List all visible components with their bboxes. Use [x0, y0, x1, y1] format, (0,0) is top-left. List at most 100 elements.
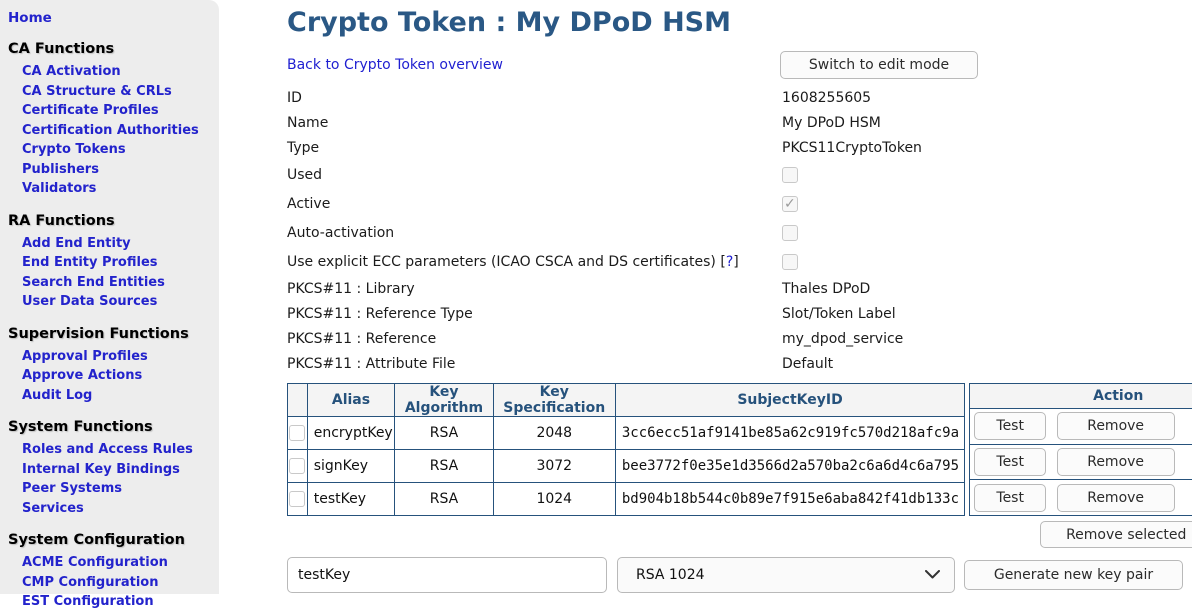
subject-key-id-cell: 3cc6ecc51af9141be85a62c919fc570d218afc9a [614, 416, 966, 450]
sidebar-group-system-configuration: System Configuration ACME Configuration … [8, 532, 215, 612]
table-row: Test Remove [969, 479, 1192, 516]
token-properties: ID 1608255605 Name My DPoD HSM Type PKCS… [287, 85, 1192, 376]
sidebar-item-est-configuration[interactable]: EST Configuration [22, 594, 154, 609]
test-key-button[interactable]: Test [974, 447, 1047, 476]
remove-selected-button[interactable]: Remove selected [1040, 521, 1192, 548]
sidebar-group-title: Supervision Functions [8, 325, 189, 342]
row-select-checkbox[interactable] [289, 425, 306, 441]
subject-key-id-cell: bd904b18b544c0b89e7f915e6aba842f41db133c [614, 482, 966, 516]
alias-cell: encryptKey [306, 416, 396, 450]
key-pair-table: Alias Key Algorithm Key Specification Su… [287, 383, 966, 516]
sidebar-item-user-data-sources[interactable]: User Data Sources [22, 294, 158, 309]
sidebar-item-crypto-tokens[interactable]: Crypto Tokens [22, 142, 126, 157]
field-label: Type [287, 139, 320, 156]
chevron-down-icon [925, 570, 940, 579]
sidebar-item-ca-activation[interactable]: CA Activation [22, 64, 121, 79]
sidebar-group-ca-functions: CA Functions CA Activation CA Structure … [8, 41, 215, 199]
table-row: Test Remove [969, 407, 1192, 445]
sidebar-group-title: System Configuration [8, 532, 185, 548]
sidebar-item-add-end-entity[interactable]: Add End Entity [22, 235, 131, 251]
sidebar-group-title: System Functions [8, 419, 153, 435]
test-key-button[interactable]: Test [974, 483, 1047, 512]
select-column-header [287, 383, 308, 417]
test-key-button[interactable]: Test [974, 412, 1047, 441]
help-bracket: ] [733, 253, 739, 270]
help-link[interactable]: ? [725, 253, 734, 270]
sidebar-item-home[interactable]: Home [8, 10, 52, 26]
action-header-row: Action [969, 383, 1192, 409]
key-spec-selected-value: RSA 1024 [636, 566, 705, 583]
field-label: ID [287, 89, 302, 106]
field-row-pkcs11-attribute-file: PKCS#11 : Attribute File Default [287, 351, 1192, 376]
sidebar-item-approval-profiles[interactable]: Approval Profiles [22, 348, 148, 364]
sidebar-item-publishers[interactable]: Publishers [22, 161, 99, 177]
field-row-active: Active [287, 189, 1192, 218]
generate-key-row: RSA 1024 Generate new key pair [287, 556, 1192, 593]
field-value: Thales DPoD [782, 280, 871, 297]
sidebar-group-supervision-functions: Supervision Functions Approval Profiles … [8, 326, 215, 406]
table-row: testKey RSA 1024 bd904b18b544c0b89e7f915… [287, 482, 966, 516]
alias-column-header: Alias [306, 383, 396, 417]
field-label: PKCS#11 : Reference [287, 330, 437, 347]
sidebar-item-audit-log[interactable]: Audit Log [22, 387, 93, 403]
field-row-explicit-ecc: Use explicit ECC parameters (ICAO CSCA a… [287, 247, 1192, 276]
remove-key-button[interactable]: Remove [1056, 412, 1175, 441]
action-column-table: Action Test Remove Test Remove Test Remo… [969, 383, 1192, 516]
sidebar-item-cmp-configuration[interactable]: CMP Configuration [22, 574, 159, 590]
sidebar-group-system-functions: System Functions Roles and Access Rules … [8, 419, 215, 518]
row-select-checkbox[interactable] [289, 458, 306, 474]
field-row-id: ID 1608255605 [287, 85, 1192, 110]
explicit-ecc-checkbox [782, 253, 798, 270]
row-select-checkbox[interactable] [289, 491, 306, 507]
field-value: My DPoD HSM [782, 114, 881, 131]
field-value: PKCS11CryptoToken [782, 139, 922, 156]
action-column-header: Action [969, 383, 1192, 409]
switch-to-edit-mode-button[interactable]: Switch to edit mode [780, 51, 978, 79]
key-table-header-row: Alias Key Algorithm Key Specification Su… [287, 383, 966, 417]
field-value: Slot/Token Label [782, 305, 896, 322]
generate-new-key-pair-button[interactable]: Generate new key pair [964, 559, 1183, 590]
table-row: signKey RSA 3072 bee3772f0e35e1d3566d2a5… [287, 449, 966, 483]
sidebar-item-end-entity-profiles[interactable]: End Entity Profiles [22, 255, 158, 270]
sidebar-item-peer-systems[interactable]: Peer Systems [22, 481, 122, 496]
field-label: Use explicit ECC parameters (ICAO CSCA a… [287, 253, 739, 270]
sidebar-item-approve-actions[interactable]: Approve Actions [22, 368, 143, 383]
sidebar-item-validators[interactable]: Validators [22, 181, 97, 196]
sidebar-item-internal-key-bindings[interactable]: Internal Key Bindings [22, 461, 180, 477]
main-content: Crypto Token : My DPoD HSM Back to Crypt… [219, 0, 1192, 594]
sidebar-item-acme-configuration[interactable]: ACME Configuration [22, 555, 168, 570]
field-label: PKCS#11 : Reference Type [287, 305, 473, 322]
sidebar-item-search-end-entities[interactable]: Search End Entities [22, 274, 165, 290]
field-row-used: Used [287, 160, 1192, 189]
field-value: 1608255605 [782, 89, 872, 106]
table-row: Test Remove [969, 443, 1192, 481]
key-spec-select[interactable]: RSA 1024 [617, 556, 955, 593]
sidebar-item-certificate-profiles[interactable]: Certificate Profiles [22, 103, 159, 118]
field-row-name: Name My DPoD HSM [287, 110, 1192, 135]
sidebar-item-services[interactable]: Services [22, 500, 84, 516]
sidebar: Home CA Functions CA Activation CA Struc… [0, 0, 219, 609]
sidebar-group-ra-functions: RA Functions Add End Entity End Entity P… [8, 213, 215, 312]
sidebar-item-roles-and-access-rules[interactable]: Roles and Access Rules [22, 442, 193, 457]
field-row-pkcs11-library: PKCS#11 : Library Thales DPoD [287, 276, 1192, 301]
table-row: encryptKey RSA 2048 3cc6ecc51af9141be85a… [287, 416, 966, 450]
field-row-pkcs11-reference: PKCS#11 : Reference my_dpod_service [287, 326, 1192, 351]
remove-key-button[interactable]: Remove [1056, 483, 1175, 512]
back-to-overview-link[interactable]: Back to Crypto Token overview [287, 57, 503, 73]
field-label: Used [287, 166, 323, 183]
key-algorithm-cell: RSA [394, 482, 494, 516]
sidebar-item-certification-authorities[interactable]: Certification Authorities [22, 122, 199, 138]
auto-activation-checkbox [782, 224, 798, 241]
field-label: Active [287, 195, 331, 212]
page-title: Crypto Token : My DPoD HSM [287, 7, 731, 38]
field-value: my_dpod_service [782, 330, 904, 347]
key-specification-cell: 1024 [492, 482, 616, 516]
key-pair-table-wrap: Alias Key Algorithm Key Specification Su… [287, 383, 1192, 516]
help-bracket: [ [720, 253, 726, 270]
sidebar-item-ca-structure-crls[interactable]: CA Structure & CRLs [22, 83, 172, 99]
remove-selected-row: Remove selected [287, 521, 1192, 548]
new-key-alias-input[interactable] [287, 556, 607, 593]
remove-key-button[interactable]: Remove [1056, 447, 1175, 476]
sidebar-group-title: CA Functions [8, 41, 115, 57]
key-specification-cell: 2048 [492, 416, 616, 450]
